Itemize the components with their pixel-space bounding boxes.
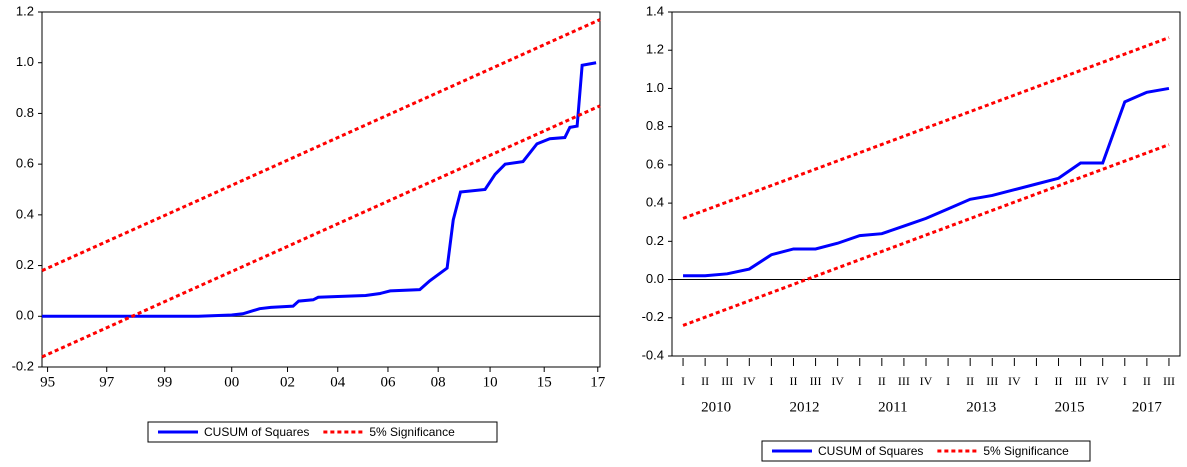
y-tick-label: -0.2: [12, 358, 34, 373]
x-tick-label: 97: [99, 374, 115, 390]
x-tick-label: II: [966, 374, 974, 388]
y-tick-label: 1.2: [646, 42, 664, 57]
x-tick-label: II: [878, 374, 886, 388]
x-tick-label: I: [858, 374, 862, 388]
lower-bound-line: [682, 143, 1170, 327]
x-tick-label: 15: [537, 374, 552, 390]
y-tick-label: 1.0: [16, 54, 34, 69]
x-tick-label: I: [1034, 374, 1038, 388]
x-group-label: 2010: [701, 399, 731, 415]
x-tick-label: I: [946, 374, 950, 388]
x-tick-label: II: [701, 374, 709, 388]
legend-label: CUSUM of Squares: [204, 425, 309, 439]
x-tick-label: III: [1163, 374, 1175, 388]
x-tick-label: III: [1075, 374, 1087, 388]
x-tick-label: III: [986, 374, 998, 388]
x-tick-label: III: [810, 374, 822, 388]
x-tick-label: I: [769, 374, 773, 388]
y-tick-label: -0.2: [642, 309, 664, 324]
x-tick-label: 95: [40, 374, 55, 390]
x-tick-label: 10: [483, 374, 498, 390]
x-tick-label: II: [1055, 374, 1063, 388]
upper-bound-line: [41, 18, 601, 273]
x-tick-label: 08: [431, 374, 446, 390]
x-tick-label: 06: [380, 374, 396, 390]
y-tick-label: 0.0: [646, 271, 664, 286]
y-tick-label: 0.8: [646, 118, 664, 133]
x-tick-label: III: [898, 374, 910, 388]
x-tick-label: III: [721, 374, 733, 388]
x-tick-label: IV: [743, 374, 756, 388]
cusum-line: [42, 61, 597, 318]
y-tick-label: 0.2: [646, 233, 664, 248]
legend-label: CUSUM of Squares: [818, 444, 923, 458]
x-tick-label: IV: [831, 374, 844, 388]
x-group-label: 2013: [966, 399, 996, 415]
x-group-label: 2015: [1055, 399, 1085, 415]
y-tick-label: 0.6: [16, 156, 34, 171]
plot-frame: [41, 11, 601, 368]
y-tick-label: 0.6: [646, 156, 664, 171]
x-tick-label: 04: [330, 374, 346, 390]
y-tick-label: 0.2: [16, 257, 34, 272]
y-tick-label: 0.4: [646, 195, 664, 210]
x-tick-label: 00: [224, 374, 239, 390]
x-tick-label: IV: [920, 374, 933, 388]
legend-box: [147, 421, 498, 443]
x-tick-label: IV: [1008, 374, 1021, 388]
x-tick-label: I: [681, 374, 685, 388]
x-group-label: 2011: [878, 399, 907, 415]
x-group-label: 2012: [790, 399, 820, 415]
legend-label: 5% Significance: [369, 425, 455, 439]
legend-box: [761, 440, 1091, 462]
y-tick-label: 1.2: [16, 3, 34, 18]
x-tick-label: I: [1123, 374, 1127, 388]
x-tick-label: 99: [157, 374, 172, 390]
y-tick-label: 1.4: [646, 3, 664, 18]
plot-frame: [671, 11, 1181, 357]
upper-bound-line: [682, 36, 1170, 220]
x-tick-label: II: [1143, 374, 1151, 388]
y-tick-label: -0.4: [642, 347, 664, 362]
cusum-line: [683, 86, 1170, 278]
x-tick-label: 02: [280, 374, 295, 390]
y-tick-label: 1.0: [646, 80, 664, 95]
x-group-label: 2017: [1132, 399, 1163, 415]
x-tick-label: II: [789, 374, 797, 388]
x-tick-label: 17: [590, 374, 606, 390]
y-tick-label: 0.4: [16, 206, 34, 221]
legend-label: 5% Significance: [983, 444, 1069, 458]
lower-bound-line: [41, 104, 601, 359]
y-tick-label: 0.0: [16, 308, 34, 323]
x-tick-label: IV: [1096, 374, 1109, 388]
y-tick-label: 0.8: [16, 105, 34, 120]
